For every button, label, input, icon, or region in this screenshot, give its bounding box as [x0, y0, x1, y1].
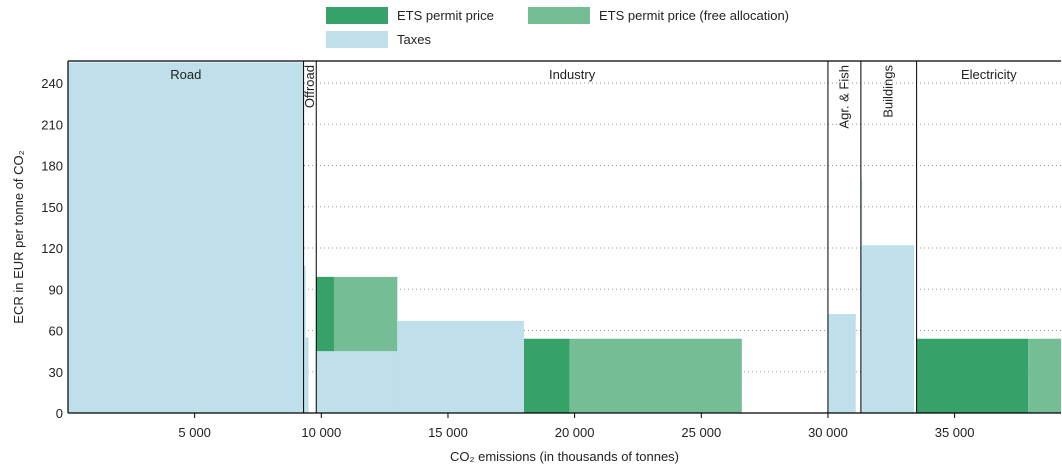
bar-taxes — [397, 320, 524, 413]
sector-label: Offroad — [302, 65, 317, 108]
sector-label: Buildings — [881, 65, 896, 118]
y-tick-label: 0 — [56, 406, 63, 421]
bar-taxes — [305, 337, 309, 413]
y-tick-label: 210 — [41, 117, 63, 132]
y-tick-label: 60 — [49, 324, 63, 339]
bar-taxes — [68, 62, 304, 413]
y-tick-label: 30 — [49, 365, 63, 380]
legend-label-ets: ETS permit price — [397, 8, 494, 23]
y-tick-labels: 0 30 60 90 120 150 180 210 240 — [41, 76, 63, 421]
x-tick-label: 35 000 — [935, 425, 975, 440]
x-axis-title: CO₂ emissions (in thousands of tonnes) — [450, 449, 679, 464]
sector-dividers — [303, 61, 918, 413]
y-axis-title: ECR in EUR per tonne of CO₂ — [11, 150, 26, 323]
sector-label: Road — [170, 67, 201, 82]
x-tick-label: 25 000 — [681, 425, 721, 440]
axes — [67, 60, 1061, 414]
legend: ETS permit price ETS permit price (free a… — [326, 7, 789, 48]
y-tick-label: 240 — [41, 76, 63, 91]
bars — [68, 62, 1061, 413]
legend-label-taxes: Taxes — [397, 32, 431, 47]
sector-label: Industry — [549, 67, 596, 82]
bar-taxes — [316, 351, 398, 413]
y-tick-label: 90 — [49, 282, 63, 297]
bar-ets — [916, 338, 1029, 413]
x-tick-label: 10 000 — [301, 425, 341, 440]
bar-ets_free — [569, 338, 742, 413]
y-tick-label: 150 — [41, 200, 63, 215]
y-tick-label: 120 — [41, 241, 63, 256]
x-tick-label: 15 000 — [428, 425, 468, 440]
x-tick-label: 30 000 — [808, 425, 848, 440]
y-tick-label: 180 — [41, 159, 63, 174]
legend-swatch-ets — [326, 7, 388, 24]
bar-taxes — [860, 179, 863, 413]
sector-labels: Road Offroad Industry Agr. & Fish Buildings E… — [170, 65, 1017, 129]
x-tick-label: 20 000 — [555, 425, 595, 440]
bar-taxes — [827, 314, 856, 413]
legend-swatch-ets_free — [528, 7, 590, 24]
bar-ets_free — [1028, 338, 1061, 413]
bar-taxes — [303, 265, 306, 413]
x-tick-labels: 5 000 10 000 15 000 20 000 25 000 30 000 35 00… — [178, 413, 974, 440]
legend-label-ets_free: ETS permit price (free allocation) — [599, 8, 789, 23]
legend-swatch-taxes — [326, 31, 388, 48]
bar-ets — [523, 338, 570, 413]
sector-label: Electricity — [961, 67, 1017, 82]
sector-label: Agr. & Fish — [836, 65, 851, 129]
x-tick-label: 5 000 — [178, 425, 211, 440]
bar-taxes — [862, 245, 915, 413]
